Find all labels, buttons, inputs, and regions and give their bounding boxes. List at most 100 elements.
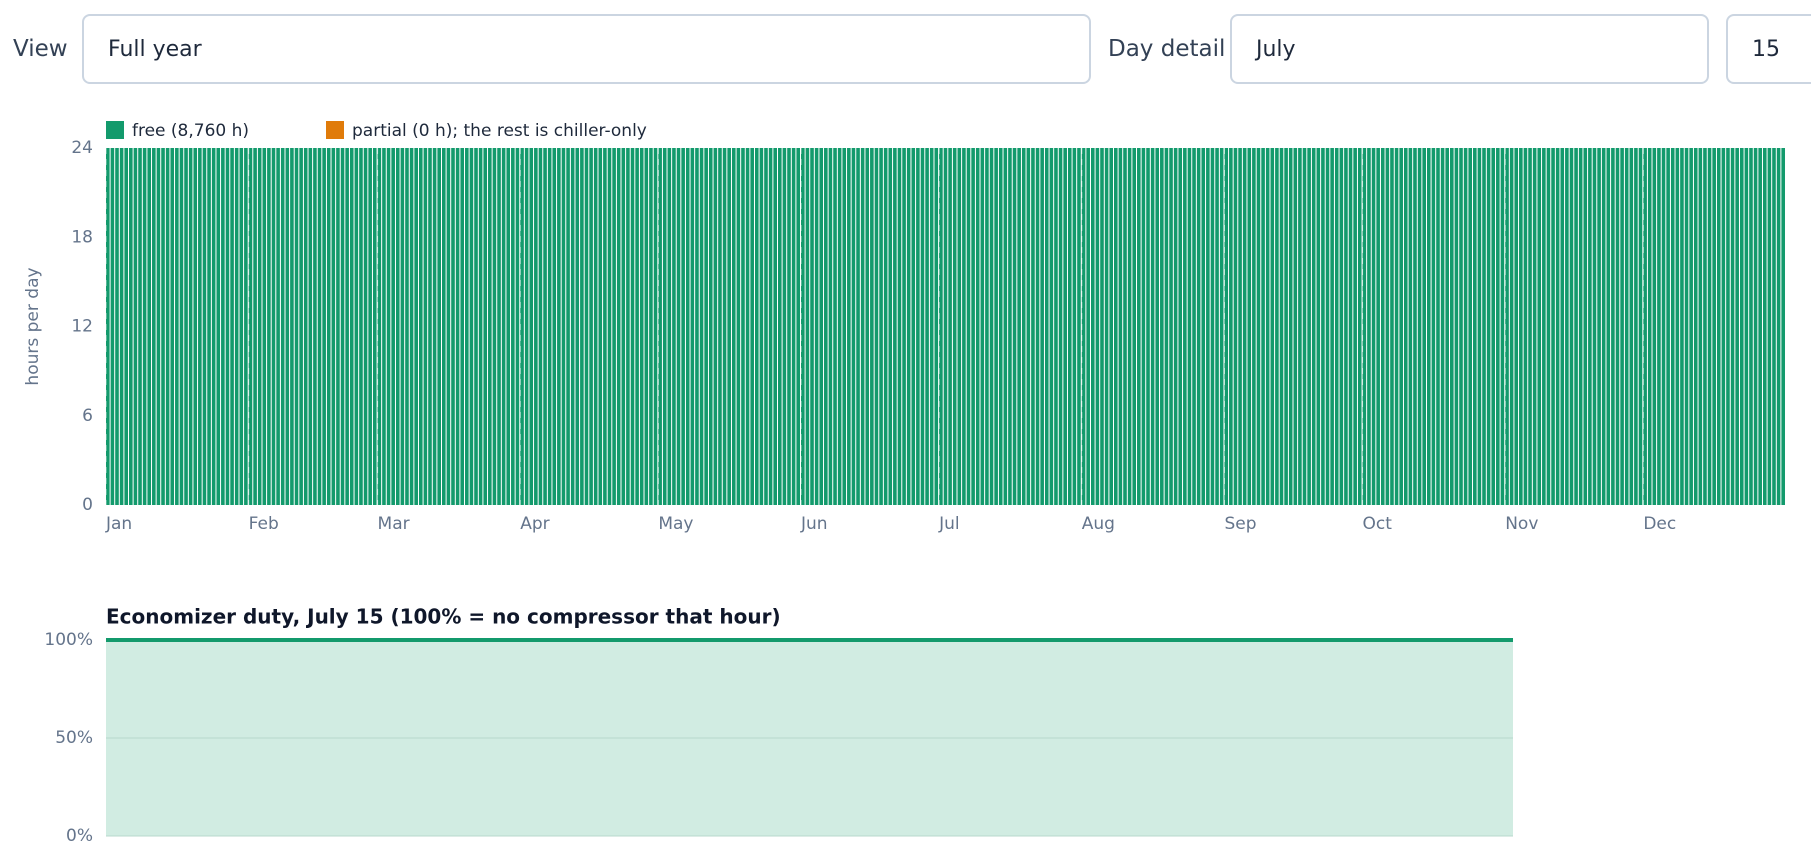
bar-segment xyxy=(1344,148,1348,505)
day-select[interactable]: 15 xyxy=(1726,14,1811,84)
bar-segment xyxy=(791,148,796,505)
bar-segment xyxy=(198,148,202,505)
bar-segment xyxy=(943,148,948,505)
bar-segment xyxy=(1473,148,1477,505)
bar-segment xyxy=(1353,148,1357,505)
bar-segment xyxy=(985,148,989,505)
bar-segment xyxy=(547,148,552,505)
day-detail-label: Day detail xyxy=(1108,36,1226,62)
bar-segment xyxy=(1551,148,1555,505)
bar-segment xyxy=(1229,148,1233,505)
bar-segment xyxy=(888,148,893,505)
bar-segment xyxy=(768,148,773,505)
bar-segment xyxy=(1500,148,1505,505)
bar-segment xyxy=(386,148,391,505)
bar-segment xyxy=(672,148,676,505)
bar-segment xyxy=(115,148,119,505)
bar-segment xyxy=(1463,148,1468,505)
bar-segment xyxy=(847,148,851,505)
bar-segment xyxy=(465,148,469,505)
bar-segment xyxy=(1454,148,1459,505)
bar-segment xyxy=(916,148,920,505)
bar-segment xyxy=(1307,148,1311,505)
bar-segment xyxy=(538,148,543,505)
bar-segment xyxy=(1431,148,1436,505)
bar-segment xyxy=(787,148,791,505)
bar-segment xyxy=(616,148,621,505)
y-tick-label: 0 xyxy=(82,495,93,515)
bar-segment xyxy=(1100,148,1104,505)
bar-segment xyxy=(368,148,372,505)
bar-segment xyxy=(603,148,607,505)
bar-segment xyxy=(1426,148,1431,505)
bar-segment xyxy=(1321,148,1325,505)
bar-segment xyxy=(870,148,874,505)
bar-segment xyxy=(589,148,593,505)
bar-segment xyxy=(276,148,280,505)
bar-segment xyxy=(1689,148,1693,505)
bar-segment xyxy=(299,148,303,505)
bar-segment xyxy=(1334,148,1339,505)
bar-segment xyxy=(731,148,736,505)
bar-segment xyxy=(313,148,317,505)
bar-segment xyxy=(911,148,916,505)
bar-segment xyxy=(520,148,524,505)
bar-segment xyxy=(1390,148,1394,505)
month-select[interactable]: July xyxy=(1230,14,1709,84)
bar-segment xyxy=(1666,148,1670,505)
bar-segment xyxy=(1505,148,1509,505)
bar-segment xyxy=(106,148,110,505)
bar-segment xyxy=(1242,148,1247,505)
x-tick-label: Jun xyxy=(800,514,828,534)
bar-segment xyxy=(1670,148,1675,505)
bar-segment xyxy=(584,148,589,505)
bar-segment xyxy=(828,148,833,505)
bar-segment xyxy=(1067,148,1072,505)
bar-segment xyxy=(1620,148,1624,505)
bar-segment xyxy=(184,148,188,505)
view-select[interactable]: Full year xyxy=(82,14,1091,84)
bar-segment xyxy=(1173,148,1178,505)
bar-segment xyxy=(1477,148,1482,505)
bar-segment xyxy=(211,148,216,505)
bar-segment xyxy=(750,148,754,505)
bar-segment xyxy=(1739,148,1744,505)
bar-segment xyxy=(322,148,326,505)
bar-segment xyxy=(1781,148,1785,505)
bar-segment xyxy=(1072,148,1077,505)
x-tick-label: Nov xyxy=(1505,514,1538,534)
bar-segment xyxy=(980,148,985,505)
bar-segment xyxy=(1114,148,1118,505)
x-tick-label: Jan xyxy=(105,514,132,534)
bar-segment xyxy=(529,148,534,505)
bar-segment xyxy=(1123,148,1127,505)
bar-segment xyxy=(621,148,626,505)
bar-segment xyxy=(1279,148,1284,505)
bar-segment xyxy=(1026,148,1031,505)
bar-segment xyxy=(607,148,612,505)
bar-segment xyxy=(575,148,580,505)
bar-segment xyxy=(483,148,488,505)
bar-segment xyxy=(1583,148,1588,505)
bar-segment xyxy=(1187,148,1192,505)
bar-segment xyxy=(271,148,276,505)
bar-segment xyxy=(1210,148,1215,505)
bar-segment xyxy=(1399,148,1403,505)
bar-segment xyxy=(1325,148,1330,505)
bar-segment xyxy=(1565,148,1569,505)
bar-segment xyxy=(543,148,547,505)
bar-segment xyxy=(124,148,129,505)
bar-segment xyxy=(202,148,207,505)
bar-segment xyxy=(1040,148,1044,505)
bar-segment xyxy=(414,148,418,505)
bar-segment xyxy=(1164,148,1169,505)
bar-segment xyxy=(1155,148,1160,505)
bar-segment xyxy=(534,148,538,505)
bar-segment xyxy=(1044,148,1049,505)
bar-segment xyxy=(1707,148,1712,505)
bar-segment xyxy=(1141,148,1146,505)
bar-segment xyxy=(474,148,478,505)
bar-segment xyxy=(906,148,911,505)
bar-segment xyxy=(561,148,566,505)
bar-segment xyxy=(257,148,262,505)
